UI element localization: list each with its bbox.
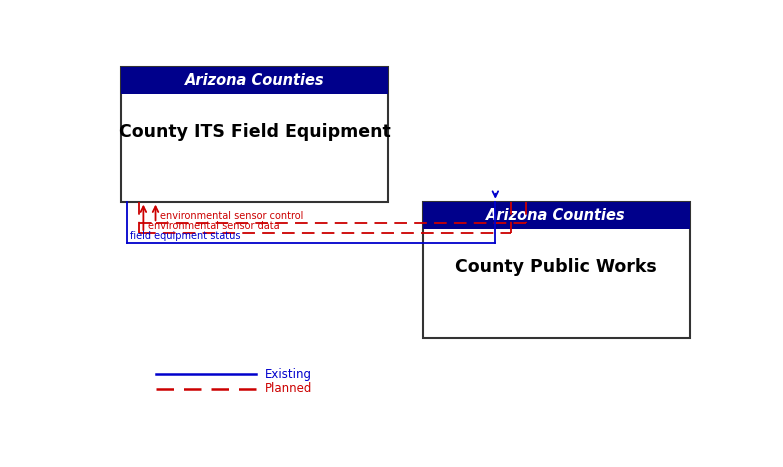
Text: environmental sensor control: environmental sensor control [161, 211, 304, 221]
Bar [121, 67, 388, 94]
Text: field equipment status: field equipment status [130, 231, 240, 241]
Text: Existing: Existing [265, 368, 312, 381]
Text: environmental sensor data: environmental sensor data [148, 221, 280, 231]
Text: Arizona Counties: Arizona Counties [486, 208, 626, 223]
Text: County ITS Field Equipment: County ITS Field Equipment [118, 122, 390, 141]
Text: County Public Works: County Public Works [455, 258, 657, 276]
Text: Arizona Counties: Arizona Counties [185, 73, 324, 88]
Bar [121, 67, 388, 202]
Text: Planned: Planned [265, 382, 312, 395]
Bar [423, 202, 690, 338]
Bar [423, 202, 690, 229]
